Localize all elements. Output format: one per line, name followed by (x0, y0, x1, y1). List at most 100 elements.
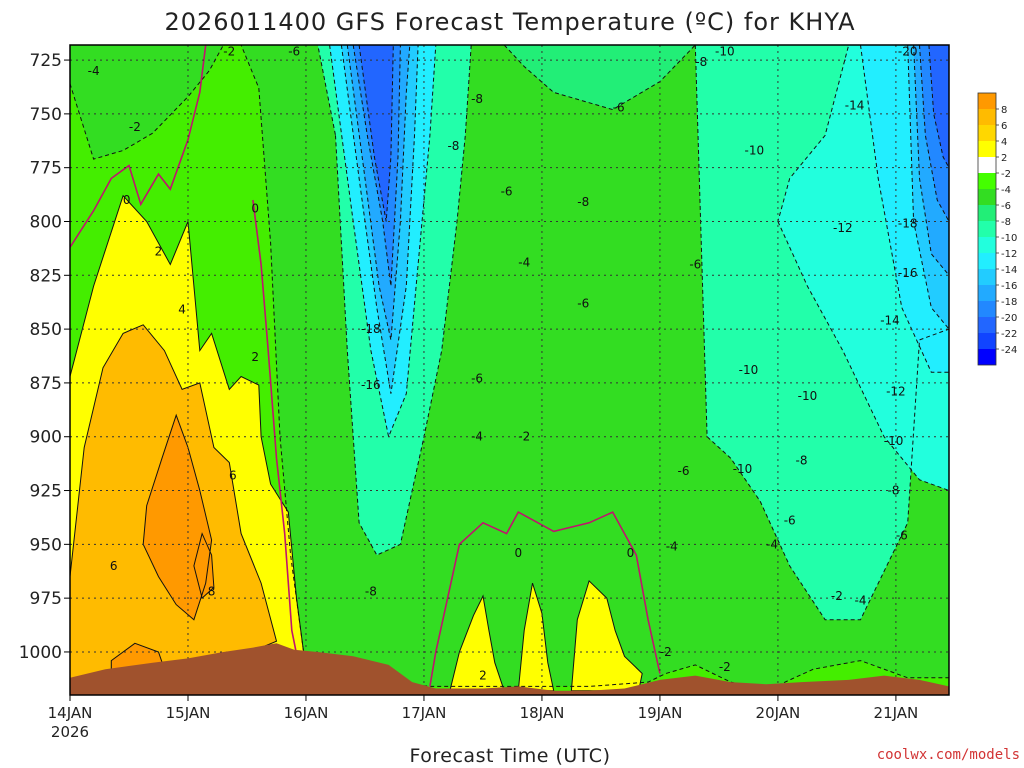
contour-label-6: 2 (155, 245, 163, 259)
colorbar-label-14: -22 (1001, 329, 1017, 340)
x-tick-label-7: 21JAN (874, 704, 919, 722)
contour-label-45: -14 (845, 98, 865, 112)
contour-label-5: 0 (251, 202, 259, 216)
colorbar-swatch-5 (978, 173, 996, 189)
freezing-line-right (252, 199, 303, 678)
contour-line-19 (352, 45, 401, 287)
contour-line-17 (346, 45, 411, 341)
y-tick-label-5: 850 (30, 320, 62, 340)
colorbar: 8 6 4 2 -2 -4 -6 -8 -10 -12 -14 -16 -18 -20 -22 -24 (977, 92, 1017, 366)
colorbar-swatch-3 (978, 141, 996, 157)
contour-label-33: -8 (695, 55, 707, 69)
contour-line-10 (317, 45, 472, 556)
contour-label-49: -12 (886, 385, 906, 399)
contour-label-38: -10 (798, 389, 818, 403)
contour-line-2 (449, 594, 505, 692)
y-tick-label-1: 750 (30, 105, 62, 125)
contour-label-50: -10 (884, 434, 904, 448)
colorbar-label-6: -6 (1001, 201, 1011, 212)
colorbar-label-9: -12 (1001, 249, 1017, 260)
contour-label-21: -6 (471, 372, 483, 386)
contour-label-16: -8 (447, 139, 459, 153)
contour-labels: -4 -2 -2 -6 0 0 2 4 2 6 6 8 -18 -16 -8 -8 -8 -6 -8 -4 -6 -6 -4… (88, 44, 918, 683)
colorbar-swatch-10 (978, 253, 996, 269)
credit-link[interactable]: coolwx.com/models (877, 747, 1020, 763)
colorbar-swatch-15 (978, 333, 996, 349)
colorbar-label-3: 2 (1001, 153, 1007, 164)
colorbar-label-0: 8 (1001, 105, 1007, 116)
contour-label-4: 0 (123, 193, 131, 207)
contour-label-14: -8 (365, 585, 377, 599)
temperature-region-21 (359, 45, 394, 222)
contour-label-0: -4 (88, 64, 100, 78)
contour-label-24: 0 (515, 546, 523, 560)
temperature-region-4 (571, 580, 643, 691)
contour-label-10: 6 (110, 559, 118, 573)
contour-line-22 (928, 45, 949, 168)
temperature-region-2 (449, 596, 505, 691)
colorbar-frame (977, 92, 997, 366)
colorbar-swatch-0 (978, 93, 996, 109)
y-tick-label-2: 775 (30, 159, 62, 179)
contour-label-40: -6 (784, 514, 796, 528)
colorbar-label-15: -24 (1001, 345, 1017, 356)
contour-label-44: -12 (833, 221, 853, 235)
colorbar-swatch-1 (978, 109, 996, 125)
contour-line-12 (777, 45, 949, 492)
colorbar-swatch-11 (978, 269, 996, 285)
terrain-surface (70, 643, 949, 695)
y-tick-label-6: 875 (30, 374, 62, 394)
temperature-region-9 (504, 45, 696, 110)
colorbar-label-5: -4 (1001, 185, 1011, 196)
contour-line-16 (907, 45, 949, 330)
x-tick-year-label: 2026 (51, 723, 89, 741)
contour-lines (70, 45, 949, 695)
x-axis-label: Forecast Time (UTC) (410, 745, 611, 767)
freezing-line-left (70, 45, 207, 248)
contour-label-47: -16 (898, 266, 918, 280)
contour-label-12: -18 (361, 322, 381, 336)
colorbar-swatch-12 (978, 285, 996, 301)
colorbar-swatch-9 (978, 237, 996, 253)
contour-label-9: 6 (229, 468, 237, 482)
contour-line-15 (340, 45, 419, 394)
y-tick-label-9: 950 (30, 535, 62, 555)
contour-label-32: -2 (719, 660, 731, 674)
contour-label-46: -18 (898, 217, 918, 231)
contour-label-43: -4 (855, 593, 867, 607)
contour-label-17: -6 (501, 184, 513, 198)
colorbar-label-4: -2 (1001, 169, 1011, 180)
contour-line-9 (503, 45, 696, 111)
y-tick-label-8: 925 (30, 482, 62, 502)
contour-line-21 (358, 45, 394, 222)
contour-label-18: -8 (577, 195, 589, 209)
colorbar-label-2: 4 (1001, 137, 1007, 148)
colorbar-swatch-8 (978, 221, 996, 237)
colorbar-swatch-7 (978, 205, 996, 221)
colorbar-label-1: 6 (1001, 121, 1007, 132)
colorbar-label-7: -8 (1001, 217, 1011, 228)
plot-frame (69, 44, 950, 696)
contour-label-26: 2 (479, 669, 487, 683)
contour-label-11: 8 (208, 585, 216, 599)
contour-label-13: -16 (361, 378, 381, 392)
contour-label-53: -20 (898, 44, 918, 58)
contour-label-2: -2 (223, 44, 235, 58)
colorbar-label-12: -18 (1001, 297, 1017, 308)
contour-label-7: 4 (178, 303, 186, 317)
colorbar-label-11: -16 (1001, 281, 1017, 292)
contour-line-8 (193, 532, 215, 600)
contour-label-23: -2 (518, 430, 530, 444)
x-tick-label-2: 16JAN (284, 704, 329, 722)
y-tick-label-4: 825 (30, 266, 62, 286)
colorbar-swatch-6 (978, 189, 996, 205)
x-tick-label-1: 15JAN (166, 704, 211, 722)
contour-label-41: -4 (766, 537, 778, 551)
y-tick-label-11: 1000 (19, 643, 62, 663)
y-axis: 725 750 775 800 825 850 875 900 925 950 975 1000 (19, 51, 70, 663)
colorbar-swatch-16 (978, 349, 996, 365)
freezing-line-bottom (429, 511, 661, 687)
contour-label-27: -6 (613, 100, 625, 114)
contour-label-39: -8 (796, 453, 808, 467)
